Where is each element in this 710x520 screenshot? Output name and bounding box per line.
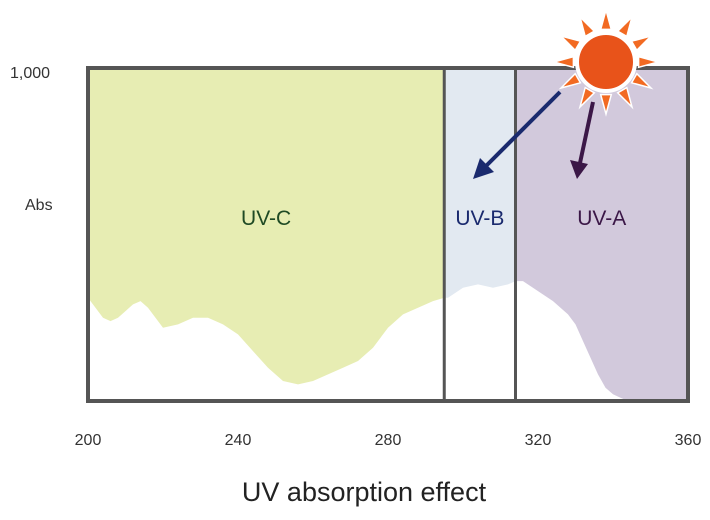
- x-tick-label-320: 320: [525, 432, 552, 449]
- sun-ray: [630, 34, 654, 52]
- plot-frame: [86, 66, 690, 403]
- sun-ray: [630, 72, 654, 90]
- sun-ray: [599, 93, 613, 117]
- y-tick-label-1000: 1,000: [10, 65, 50, 82]
- sun-ray: [616, 86, 634, 110]
- sun-ray: [578, 14, 596, 38]
- sun-ray: [616, 14, 634, 38]
- band-label-uv-b: UV-B: [455, 207, 504, 230]
- x-tick-label-200: 200: [75, 432, 102, 449]
- arrow-to-uvb: [473, 90, 562, 179]
- sun-ray: [637, 55, 661, 69]
- sun-ray: [578, 86, 596, 110]
- band-boundaries: [442, 68, 517, 401]
- sun-icon: [551, 7, 661, 117]
- absorption-curve-area: [88, 281, 628, 401]
- x-tick-label-360: 360: [675, 432, 702, 449]
- x-tick-labels: 200 240 280 320 360: [75, 432, 702, 449]
- sun-ray: [599, 7, 613, 31]
- x-tick-label-280: 280: [375, 432, 402, 449]
- sun-ray: [558, 72, 582, 90]
- band-label-uv-c: UV-C: [241, 207, 291, 230]
- arrow-to-uva: [570, 101, 595, 179]
- sun-ray: [558, 34, 582, 52]
- band-labels: UV-C UV-B UV-A: [241, 207, 626, 230]
- y-axis-label: Abs: [25, 197, 53, 214]
- sun-ray: [551, 55, 575, 69]
- x-tick-label-240: 240: [225, 432, 252, 449]
- chart-title: UV absorption effect: [242, 477, 487, 507]
- band-label-uv-a: UV-A: [577, 207, 626, 230]
